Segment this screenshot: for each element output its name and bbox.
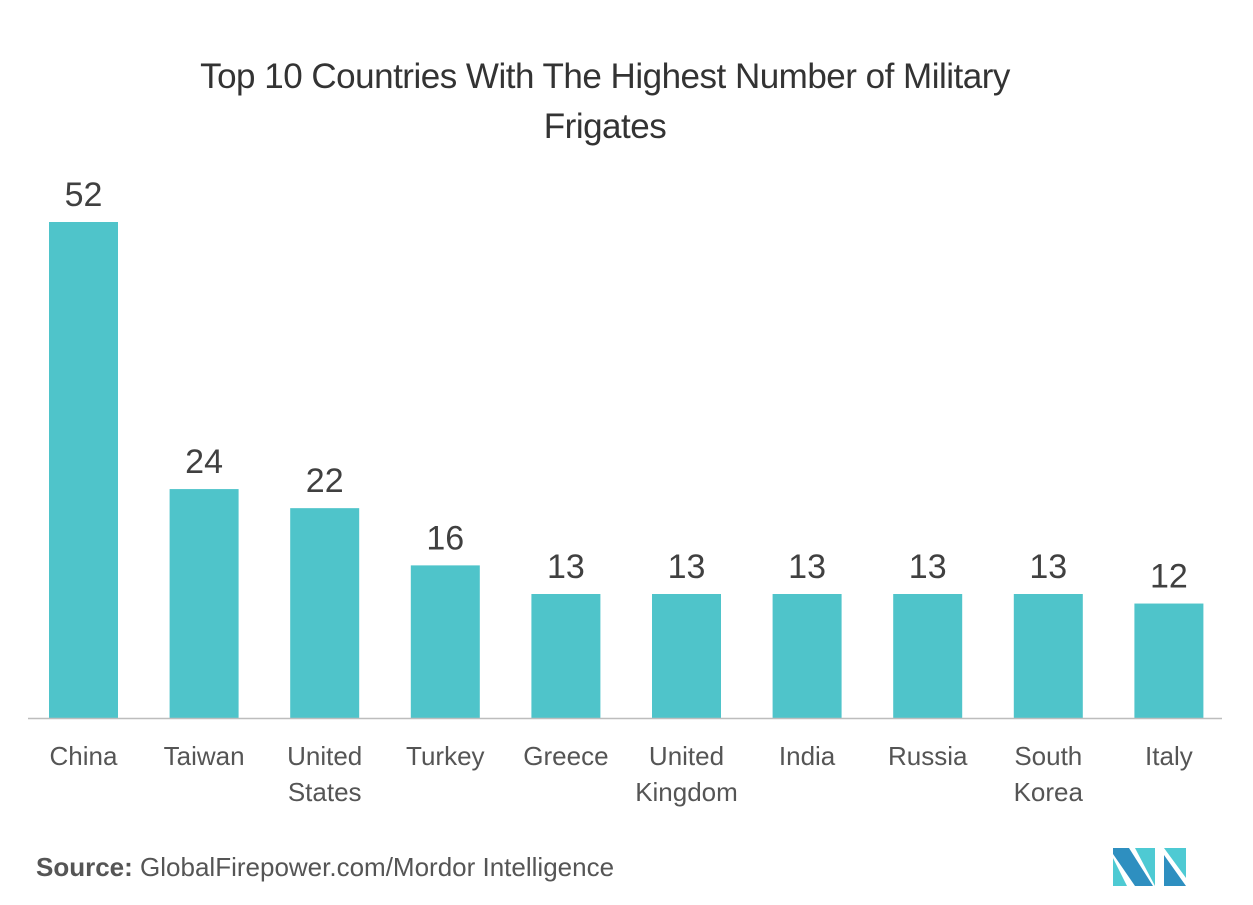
source-text: GlobalFirepower.com/Mordor Intelligence — [140, 852, 615, 882]
logo-left-dark — [1113, 848, 1153, 886]
data-label: 12 — [1150, 558, 1188, 596]
data-label: 13 — [788, 548, 826, 586]
data-label: 13 — [668, 548, 706, 586]
x-tick-label: Taiwan — [164, 741, 245, 771]
source-label: Source: — [36, 852, 133, 882]
chart-title: Top 10 Countries With The Highest Number… — [0, 52, 1210, 152]
data-label: 52 — [65, 176, 103, 214]
data-label: 13 — [1029, 548, 1067, 586]
x-tick-label: United — [649, 741, 724, 771]
x-tick-label: South — [1014, 741, 1082, 771]
logo-mid-light — [1135, 848, 1155, 886]
bar-united-states — [290, 508, 360, 718]
x-tick-label: United — [287, 741, 362, 771]
x-tick-label: India — [779, 741, 836, 771]
bar-india — [772, 594, 842, 718]
chart-title-line-1: Top 10 Countries With The Highest Number… — [200, 57, 1010, 96]
x-tick-label: Italy — [1145, 741, 1193, 771]
bar-italy — [1134, 603, 1204, 718]
x-tick-label: Korea — [1014, 777, 1084, 807]
data-label: 22 — [306, 462, 344, 500]
bar-russia — [893, 594, 963, 718]
data-label: 13 — [547, 548, 585, 586]
data-label: 24 — [185, 443, 223, 481]
source-note: Source: GlobalFirepower.com/Mordor Intel… — [36, 852, 614, 883]
logo-right-dark — [1164, 855, 1186, 886]
bar-greece — [531, 594, 601, 718]
bar-united-kingdom — [652, 594, 721, 718]
x-tick-label: Turkey — [406, 741, 485, 771]
x-tick-label: Kingdom — [635, 777, 738, 807]
chart-title-line-2: Frigates — [543, 107, 667, 146]
x-tick-label: Greece — [523, 741, 608, 771]
bar-taiwan — [169, 489, 239, 718]
data-label: 13 — [909, 548, 947, 586]
x-tick-label: Russia — [888, 741, 968, 771]
logo-left-light — [1113, 858, 1127, 886]
bar-china — [49, 222, 118, 718]
x-tick-label: States — [288, 777, 362, 807]
x-tick-label: China — [50, 741, 118, 771]
bar-south-korea — [1013, 594, 1083, 718]
mordor-intelligence-logo-icon — [1113, 848, 1186, 886]
bar-turkey — [410, 565, 480, 718]
logo-right-light — [1164, 848, 1186, 878]
data-label: 16 — [426, 519, 464, 557]
